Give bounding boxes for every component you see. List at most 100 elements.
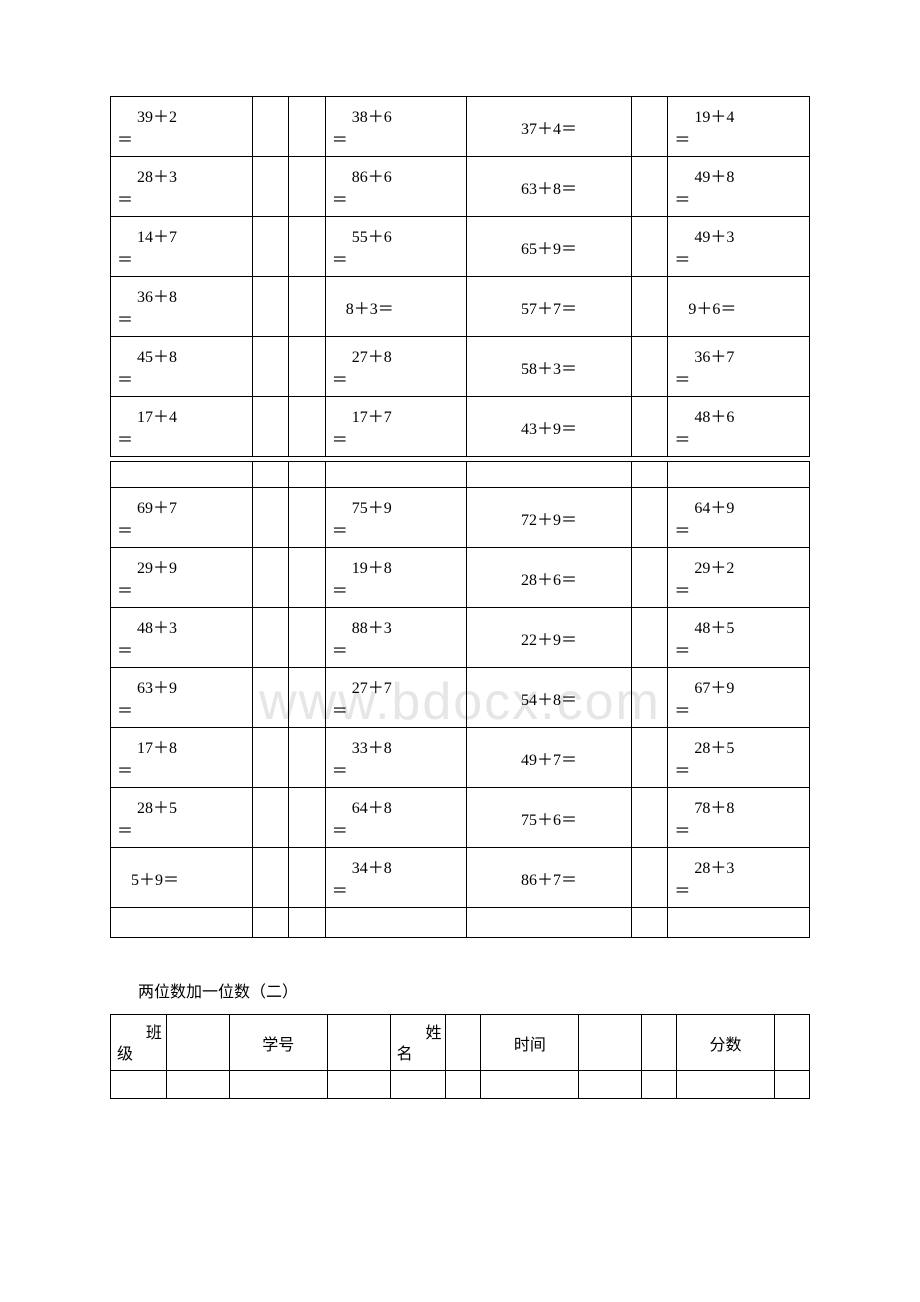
math-expression: 49＋3 (694, 223, 734, 247)
equals-sign: ＝ (117, 246, 133, 270)
math-cell: 38＋6＝ (325, 97, 467, 157)
math-cell: 48＋5＝ (668, 608, 810, 668)
math-cell: 17＋7＝ (325, 397, 467, 457)
math-expression: 9＋6＝ (668, 277, 809, 319)
info-r2-c4 (327, 1071, 390, 1099)
math-expression: 38＋6 (352, 103, 392, 127)
math-cell: 86＋7＝ (467, 848, 631, 908)
info-class-value (166, 1015, 229, 1071)
math-cell: 28＋3＝ (111, 157, 253, 217)
equals-sign: ＝ (117, 186, 133, 210)
math-expression: 64＋8 (352, 794, 392, 818)
spacer-cell (467, 462, 631, 488)
info-r2-c8 (579, 1071, 642, 1099)
equals-sign: ＝ (332, 757, 348, 781)
math-cell: 14＋7＝ (111, 217, 253, 277)
info-score-label: 分数 (677, 1015, 775, 1071)
gap-cell (289, 788, 326, 848)
equals-sign: ＝ (332, 426, 348, 450)
spacer-cell (111, 908, 253, 938)
gap-cell (289, 848, 326, 908)
math-cell: 34＋8＝ (325, 848, 467, 908)
equals-sign: ＝ (332, 366, 348, 390)
gap-cell (289, 97, 326, 157)
gap-cell (631, 277, 668, 337)
math-expression: 72＋9＝ (467, 488, 630, 530)
math-expression: 86＋6 (352, 163, 392, 187)
spacer-cell (668, 462, 810, 488)
math-expression: 43＋9＝ (467, 397, 630, 439)
info-r2-c7 (481, 1071, 579, 1099)
info-time-value2 (642, 1015, 677, 1071)
math-cell: 28＋5＝ (111, 788, 253, 848)
math-expression: 28＋6＝ (467, 548, 630, 590)
gap-cell (252, 668, 289, 728)
equals-sign: ＝ (117, 577, 133, 601)
math-expression: 5＋9＝ (111, 848, 252, 890)
math-expression: 19＋8 (352, 554, 392, 578)
info-score-value (774, 1015, 809, 1071)
math-expression: 67＋9 (694, 674, 734, 698)
math-cell: 75＋6＝ (467, 788, 631, 848)
math-cell: 63＋8＝ (467, 157, 631, 217)
gap-cell (252, 788, 289, 848)
info-r2-c10 (677, 1071, 775, 1099)
math-expression: 54＋8＝ (467, 668, 630, 710)
info-class-char1: 班 (146, 1019, 162, 1043)
math-cell: 55＋6＝ (325, 217, 467, 277)
info-name-label: 姓 名 (390, 1015, 446, 1071)
gap-cell (289, 337, 326, 397)
math-table-2: 69＋7＝75＋9＝72＋9＝64＋9＝29＋9＝19＋8＝28＋6＝29＋2＝… (110, 461, 810, 938)
math-cell: 67＋9＝ (668, 668, 810, 728)
spacer-cell (289, 908, 326, 938)
equals-sign: ＝ (674, 757, 690, 781)
math-cell: 64＋9＝ (668, 488, 810, 548)
gap-cell (252, 157, 289, 217)
math-cell: 27＋8＝ (325, 337, 467, 397)
math-cell: 69＋7＝ (111, 488, 253, 548)
math-expression: 48＋6 (694, 403, 734, 427)
gap-cell (631, 728, 668, 788)
math-cell: 58＋3＝ (467, 337, 631, 397)
math-cell: 49＋7＝ (467, 728, 631, 788)
equals-sign: ＝ (332, 126, 348, 150)
math-cell: 75＋9＝ (325, 488, 467, 548)
equals-sign: ＝ (332, 577, 348, 601)
info-number-label: 学号 (229, 1015, 327, 1071)
math-expression: 49＋8 (694, 163, 734, 187)
math-cell: 19＋4＝ (668, 97, 810, 157)
math-expression: 39＋2 (137, 103, 177, 127)
spacer-cell (668, 908, 810, 938)
math-cell: 5＋9＝ (111, 848, 253, 908)
gap-cell (252, 397, 289, 457)
spacer-cell (252, 908, 289, 938)
math-expression: 75＋9 (352, 494, 392, 518)
spacer-cell (325, 908, 467, 938)
spacer-cell (631, 908, 668, 938)
math-expression: 17＋4 (137, 403, 177, 427)
equals-sign: ＝ (332, 186, 348, 210)
info-r2-c2 (166, 1071, 229, 1099)
math-expression: 63＋9 (137, 674, 177, 698)
equals-sign: ＝ (117, 517, 133, 541)
gap-cell (252, 277, 289, 337)
section-title: 两位数加一位数（二） (138, 978, 810, 1002)
equals-sign: ＝ (674, 366, 690, 390)
math-expression: 28＋5 (137, 794, 177, 818)
math-expression: 48＋3 (137, 614, 177, 638)
gap-cell (631, 337, 668, 397)
equals-sign: ＝ (117, 126, 133, 150)
gap-cell (289, 548, 326, 608)
equals-sign: ＝ (674, 817, 690, 841)
gap-cell (252, 488, 289, 548)
spacer-cell (252, 462, 289, 488)
math-cell: 49＋3＝ (668, 217, 810, 277)
gap-cell (289, 217, 326, 277)
info-table: 班 级 学号 姓 名 时间 分数 (110, 1014, 810, 1099)
math-cell: 9＋6＝ (668, 277, 810, 337)
info-number-value (327, 1015, 390, 1071)
math-expression: 34＋8 (352, 854, 392, 878)
math-cell: 45＋8＝ (111, 337, 253, 397)
math-cell: 43＋9＝ (467, 397, 631, 457)
info-name-value1 (446, 1015, 481, 1071)
